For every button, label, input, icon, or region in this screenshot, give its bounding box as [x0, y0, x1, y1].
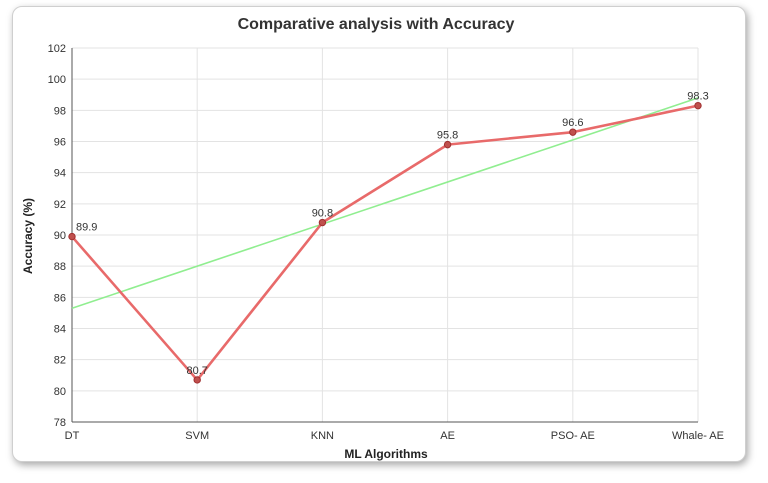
- data-point: [694, 101, 702, 110]
- y-tick-label: 80: [54, 386, 66, 398]
- data-point: [193, 376, 201, 384]
- x-tick-label: Whale- AE: [672, 430, 724, 442]
- trendline-layer: [71, 97, 699, 309]
- y-tick-label: 100: [48, 74, 66, 86]
- y-tick-label: 94: [54, 168, 66, 180]
- x-tick-label: AE: [440, 430, 455, 442]
- y-tick-label: 88: [54, 261, 66, 273]
- y-tick-label: 92: [54, 199, 66, 211]
- chart-title: Comparative analysis with Accuracy: [238, 16, 515, 33]
- x-tick-label: SVM: [185, 430, 209, 442]
- y-tick-label: 98: [54, 105, 66, 117]
- data-label: 90.8: [312, 208, 333, 220]
- series-line: [70, 104, 700, 382]
- y-tick-label: 86: [54, 292, 66, 304]
- grid: [71, 47, 699, 423]
- data-label: 96.6: [562, 117, 583, 129]
- trendline: [71, 97, 699, 309]
- y-tick-label: 78: [54, 417, 66, 429]
- data-point: [68, 232, 76, 241]
- data-label: 95.8: [437, 130, 458, 142]
- data-point: [443, 140, 452, 149]
- data-label: 80.7: [186, 365, 207, 377]
- data-label: 89.9: [76, 222, 97, 234]
- y-axis-label: Accuracy (%): [21, 198, 35, 274]
- x-tick-label: DT: [65, 430, 80, 442]
- y-tick-label: 96: [54, 137, 66, 149]
- x-tick-label: KNN: [311, 430, 334, 442]
- series-layer: [68, 101, 702, 384]
- data-point: [318, 218, 327, 227]
- y-tick-label: 82: [54, 355, 66, 367]
- y-tick-label: 102: [48, 43, 66, 55]
- y-tick-label: 90: [54, 230, 66, 242]
- x-axis-label: ML Algorithms: [344, 447, 428, 461]
- data-point: [569, 128, 577, 136]
- chart-frame: [12, 6, 746, 462]
- data-label: 98.3: [687, 91, 708, 103]
- x-tick-label: PSO- AE: [551, 430, 595, 442]
- data-labels: 89.9 80.7 90.8 95.8 96.6 98.3: [76, 91, 709, 377]
- y-tick-label: 84: [54, 324, 66, 336]
- y-axis-ticks: 78 80 82 84 86 88 90 92 94 96 98 100 102: [48, 43, 66, 429]
- x-axis-ticks: DT SVM KNN AE PSO- AE Whale- AE: [65, 430, 724, 442]
